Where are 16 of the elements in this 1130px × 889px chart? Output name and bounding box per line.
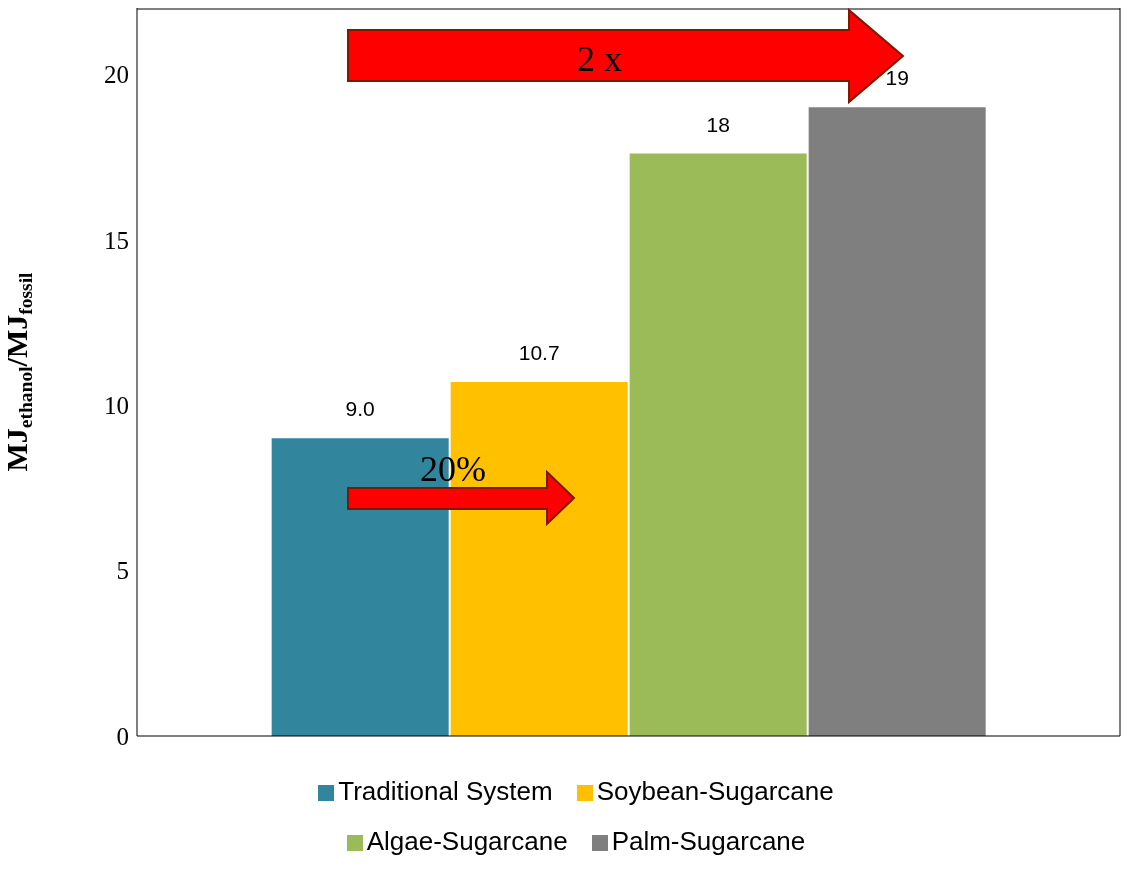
y-tick-label: 10 [104,391,129,419]
y-tick-label: 0 [116,722,129,750]
y-tick-label: 15 [104,226,129,254]
data-label: 18 [706,112,730,136]
annotation: 2 x [577,38,622,80]
y-tick-label: 5 [116,557,129,585]
y-tick-label: 20 [104,61,129,89]
bar [629,153,807,736]
data-label: 10.7 [518,340,560,364]
legend-label: Algae-Sugarcane [366,826,568,856]
bar [808,107,986,736]
legend-label: Traditional System [338,776,553,806]
legend-label: Soybean-Sugarcane [596,776,834,806]
data-label: 19 [885,66,909,90]
legend-label: Palm-Sugarcane [611,826,806,856]
data-label: 9.0 [345,397,375,421]
